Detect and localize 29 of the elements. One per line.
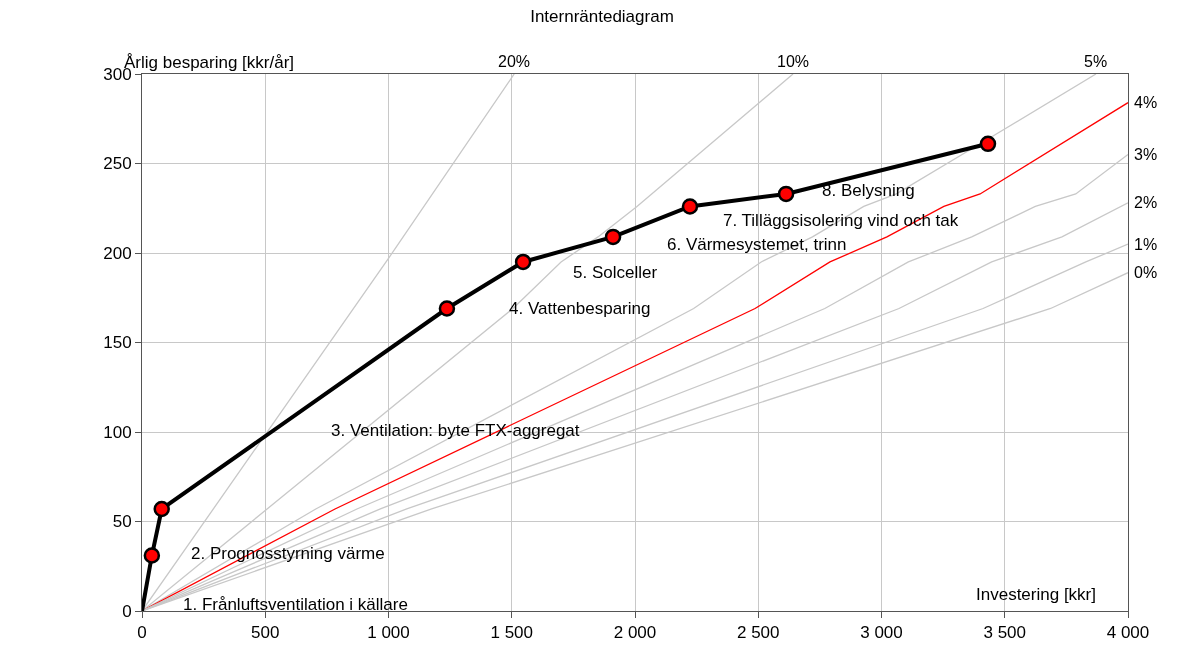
series-label: 2%	[1134, 194, 1158, 211]
series-label: 20%	[498, 53, 531, 70]
x-tick-label: 4 000	[1106, 623, 1150, 643]
annotation: 1. Frånluftsventilation i källare	[183, 595, 408, 614]
annotation: 5. Solceller	[573, 263, 658, 282]
annotation: 6. Värmesystemet, trinn	[667, 235, 847, 254]
series-label: 10%	[777, 53, 810, 70]
x-tick-label: 1 500	[490, 623, 534, 643]
y-tick-label: 200	[103, 243, 132, 263]
x-tick-label: 2 000	[613, 623, 657, 643]
x-tick-label: 3 000	[860, 623, 903, 643]
x-tick-label: 3 500	[983, 623, 1027, 643]
y-tick-label: 0	[122, 601, 132, 621]
series-label: 4%	[1134, 94, 1158, 111]
x-axis-title: Investering [kkr]	[976, 585, 1096, 604]
x-tick-label: 500	[251, 623, 280, 643]
y-tick-label: 50	[112, 512, 132, 532]
series-label: 5%	[1084, 53, 1108, 70]
annotation: 4. Vattenbesparing	[509, 299, 651, 318]
y-tick-label: 250	[103, 154, 132, 174]
x-tick-label: 0	[137, 623, 147, 643]
series-label: 0%	[1134, 264, 1158, 281]
x-tick-label: 1 000	[367, 623, 410, 643]
chart-title: Internräntediagram	[530, 6, 674, 26]
series-label: 1%	[1134, 236, 1158, 253]
x-tick-label: 2 500	[736, 623, 780, 643]
series-label: 3%	[1134, 146, 1158, 163]
y-tick-label: 150	[103, 333, 132, 353]
y-tick-label: 100	[103, 422, 132, 442]
